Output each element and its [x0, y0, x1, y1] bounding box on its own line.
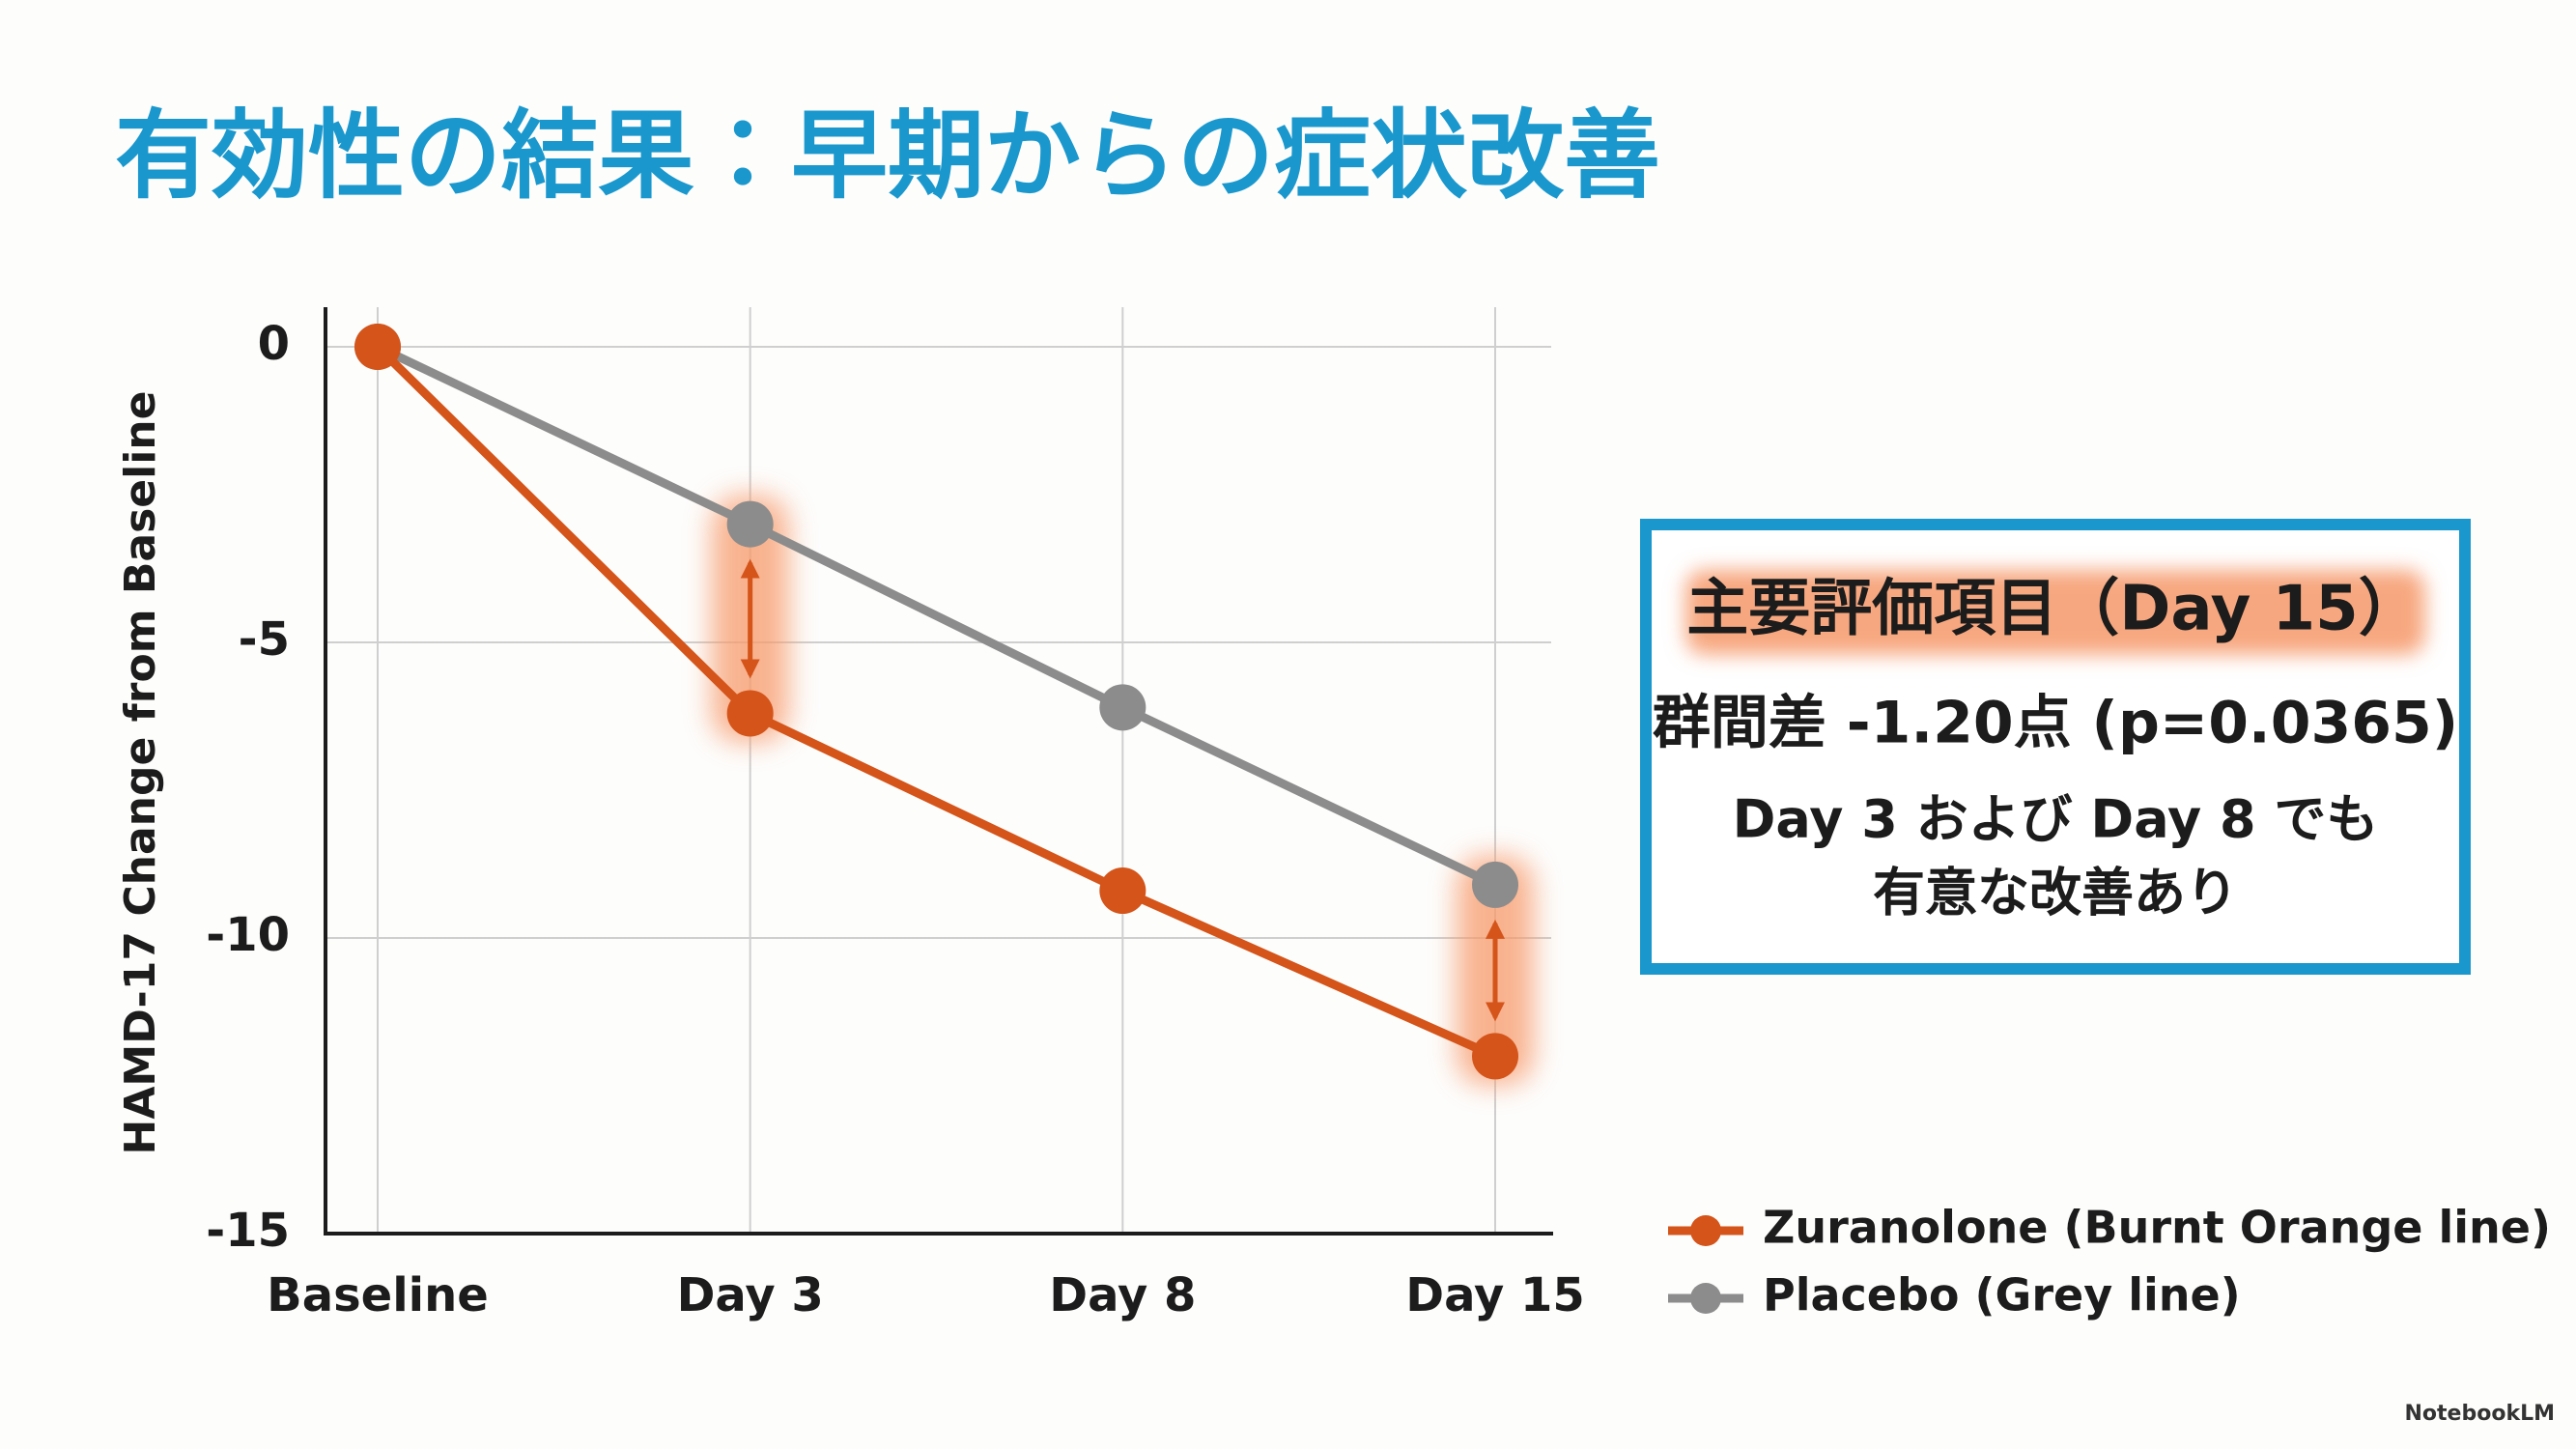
legend-label: Placebo (Grey line) — [1763, 1269, 2241, 1321]
y-tick-label: -5 — [239, 612, 290, 667]
y-tick-label: 0 — [258, 317, 290, 371]
series-line — [376, 342, 1497, 889]
point — [726, 690, 774, 737]
point — [1099, 684, 1146, 731]
legend-label: Zuranolone (Burnt Orange line) — [1763, 1202, 2551, 1254]
point — [1099, 867, 1146, 915]
point — [1472, 1033, 1518, 1080]
y-tick-label: -15 — [206, 1204, 290, 1258]
series — [354, 324, 1518, 1080]
legend-swatch — [1690, 1215, 1721, 1246]
point — [726, 500, 774, 548]
callout-text: Day 3 および Day 8 でも — [1733, 789, 2379, 850]
x-tick-label: Day 8 — [1049, 1268, 1196, 1322]
highlights — [711, 495, 1534, 1086]
footer-brand: NotebookLM — [2405, 1402, 2555, 1426]
point — [354, 324, 401, 370]
callout-text: 有意な改善あり — [1873, 863, 2238, 923]
y-tick-label: -10 — [206, 908, 290, 962]
y-axis-label: HAMD-17 Change from Baseline — [116, 391, 165, 1155]
series-line — [374, 343, 1497, 1061]
grid — [326, 307, 1551, 1235]
x-tick-label: Day 15 — [1405, 1268, 1585, 1322]
x-tick-label: Day 3 — [677, 1268, 824, 1322]
callout-heading-highlight — [1685, 570, 2425, 655]
legend-swatch — [1690, 1283, 1721, 1314]
point — [1472, 861, 1518, 908]
x-tick-label: Baseline — [267, 1268, 489, 1322]
chart-title: 有効性の結果：早期からの症状改善 — [115, 99, 1660, 212]
callout-text: 群間差 -1.20点 (p=0.0365) — [1653, 690, 2458, 757]
callout-heading: 主要評価項目（Day 15） — [1686, 574, 2420, 645]
legend: Zuranolone (Burnt Orange line) Placebo (G… — [1668, 1202, 2551, 1321]
